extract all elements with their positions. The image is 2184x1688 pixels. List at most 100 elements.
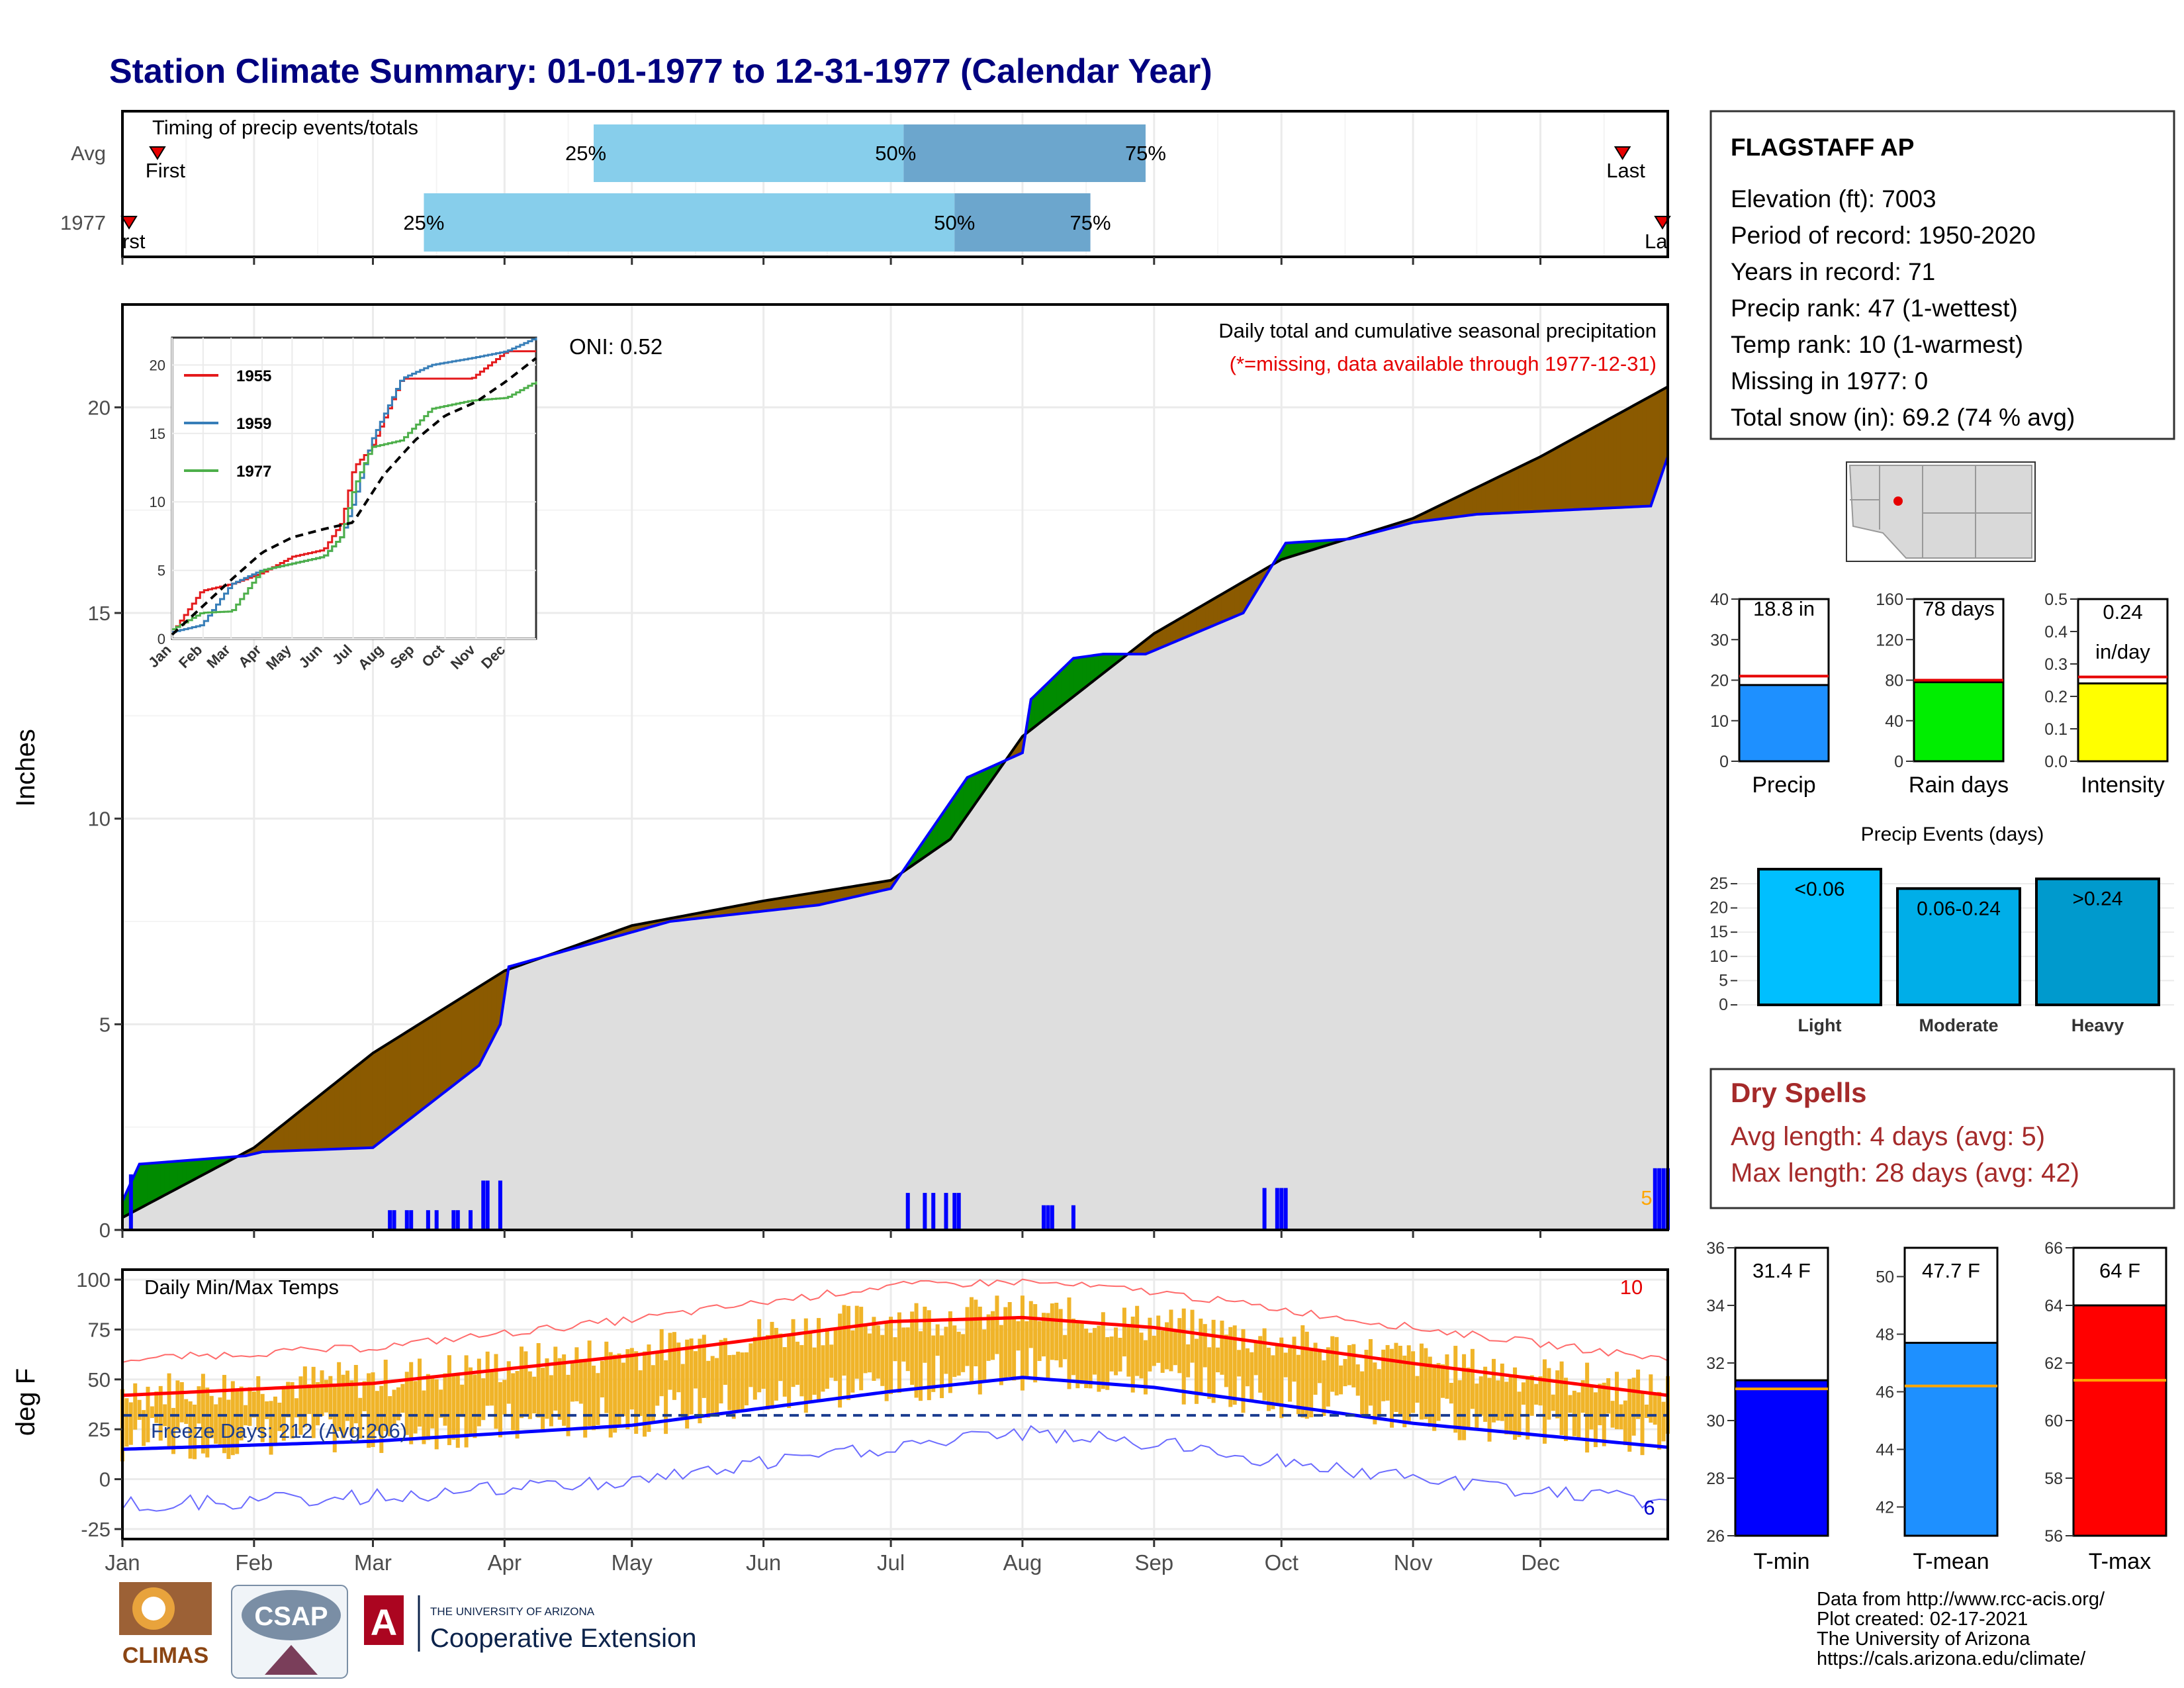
temp-daily-bar xyxy=(184,1399,189,1425)
temp-daily-bar xyxy=(1593,1392,1598,1448)
temp-daily-bar xyxy=(897,1312,901,1393)
freeze-days: Freeze Days: 212 (Avg:206) xyxy=(151,1419,407,1442)
temp-daily-bar xyxy=(239,1386,244,1441)
precip-daily-bar xyxy=(905,1193,910,1230)
precip-diff-band xyxy=(334,1079,340,1150)
precip-diff-band xyxy=(1200,603,1206,632)
precip-diff-band xyxy=(423,1017,429,1109)
temp-daily-bar xyxy=(1360,1371,1365,1415)
temp-daily-bar xyxy=(1028,1301,1033,1348)
temp-daily-bar xyxy=(1470,1348,1475,1409)
temp-daily-bar xyxy=(787,1334,792,1409)
month-tick-label: Oct xyxy=(1265,1550,1298,1575)
temp-daily-bar xyxy=(825,1328,829,1389)
temp-daily-bar xyxy=(519,1346,523,1419)
ua-small-text: THE UNIVERSITY OF ARIZONA xyxy=(430,1605,595,1618)
precip-diff-band xyxy=(1183,613,1189,639)
mini-bar-tick-label: 0.4 xyxy=(2044,623,2068,641)
temp-daily-bar xyxy=(1292,1336,1297,1382)
temp-daily-bar xyxy=(1513,1367,1518,1440)
temp-daily-bar xyxy=(617,1353,621,1426)
temp-daily-bar xyxy=(974,1299,978,1367)
timing-avg-q25-label: 25% xyxy=(565,142,606,165)
temp-daily-bar xyxy=(1279,1337,1284,1419)
events-ytick-label: 15 xyxy=(1709,923,1728,941)
temp-daily-bar xyxy=(1347,1345,1351,1385)
temp-daily-bar xyxy=(901,1327,906,1362)
events-category-Moderate: Moderate xyxy=(1919,1015,1998,1035)
temp-daily-bar xyxy=(388,1396,392,1436)
temp-daily-bar xyxy=(1385,1344,1390,1401)
temp-bar-value-0: 31.4 F xyxy=(1752,1259,1811,1282)
precip-diff-band xyxy=(1582,430,1588,510)
mini-bar-fill-2 xyxy=(2077,682,2169,763)
temp-daily-bar xyxy=(523,1351,528,1414)
temp-daily-bar xyxy=(1589,1385,1594,1430)
temp-daily-bar xyxy=(638,1370,643,1417)
temp-daily-bar xyxy=(1529,1375,1534,1416)
temp-daily-bar xyxy=(256,1376,261,1430)
temp-daily-bar xyxy=(604,1341,609,1413)
temp-bar-tick-label: 58 xyxy=(2044,1470,2063,1488)
precip-diff-band xyxy=(478,983,484,1066)
temp-daily-bar xyxy=(163,1404,167,1427)
temp-daily-bar xyxy=(316,1382,320,1426)
station-snow: Total snow (in): 69.2 (74 % avg) xyxy=(1731,404,2075,431)
temp-bar-label-2: T-max xyxy=(2089,1549,2151,1574)
temp-daily-bar xyxy=(302,1366,307,1427)
footer-line1: Data from http://www.rcc-acis.org/ xyxy=(1817,1589,2105,1610)
mini-bar-fill-1 xyxy=(1913,681,2005,763)
temp-daily-bar xyxy=(676,1342,681,1393)
temp-bar-tick-label: 66 xyxy=(2044,1239,2063,1258)
timing-avg-q50-label: 50% xyxy=(875,142,916,165)
temp-daily-bar xyxy=(1109,1336,1114,1372)
temp-daily-bar xyxy=(842,1305,846,1376)
temp-daily-bar xyxy=(1232,1325,1237,1405)
precip-diff-band xyxy=(1586,428,1592,510)
temp-daily-bar xyxy=(1364,1350,1369,1415)
precip-diff-band xyxy=(1077,656,1083,694)
temp-daily-bar xyxy=(485,1351,490,1406)
temp-daily-bar xyxy=(464,1355,469,1448)
temp-daily-bar xyxy=(477,1358,481,1427)
temp-daily-bar xyxy=(1483,1366,1488,1422)
inset-ytick-label: 15 xyxy=(150,426,165,442)
temp-daily-bar xyxy=(995,1295,999,1354)
precip-diff-band xyxy=(1217,593,1222,624)
precip-diff-band xyxy=(1595,423,1600,509)
temp-daily-bar xyxy=(1627,1379,1632,1452)
timing-panel: 25% 50% 75% 25% 50% 75% First Last rst La Timing … xyxy=(60,110,1671,258)
temp-daily-bar xyxy=(956,1331,961,1376)
precip-daily-bar xyxy=(944,1193,948,1230)
precip-diff-band xyxy=(805,892,811,907)
temp-daily-bar xyxy=(498,1382,502,1438)
mini-bar-tick-label: 0.1 xyxy=(2044,720,2068,739)
temp-daily-bar xyxy=(167,1373,171,1450)
temp-bar-tick-label: 34 xyxy=(1706,1297,1725,1315)
mini-bar-tick-label: 40 xyxy=(1710,590,1729,609)
temp-daily-bar xyxy=(1283,1352,1288,1378)
temp-daily-bar xyxy=(1165,1322,1169,1370)
temp-daily-bar xyxy=(1640,1391,1645,1456)
precip-daily-bar xyxy=(388,1210,392,1230)
mini-bar-value-0: 18.8 in xyxy=(1753,597,1815,620)
temp-bar-fill-2 xyxy=(2072,1304,2167,1537)
page-title: Station Climate Summary: 01-01-1977 to 1… xyxy=(109,52,1212,91)
temp-daily-bar xyxy=(914,1303,919,1398)
temp-daily-bar xyxy=(1228,1327,1233,1407)
temp-daily-bar xyxy=(1262,1328,1267,1401)
temp-daily-bar xyxy=(680,1364,685,1419)
temp-daily-bar xyxy=(392,1389,396,1425)
temp-daily-bar xyxy=(1457,1380,1462,1440)
temp-daily-bar xyxy=(422,1390,426,1444)
temp-daily-bar xyxy=(965,1307,970,1366)
inset-legend-label-1955: 1955 xyxy=(236,367,271,385)
precip-diff-band xyxy=(1497,475,1503,514)
mini-bar-value-1: 78 days xyxy=(1923,597,1995,620)
temp-daily-bar xyxy=(1220,1321,1224,1375)
temp-bar-tick-label: 48 xyxy=(1876,1326,1894,1344)
temp-daily-bar xyxy=(1250,1352,1254,1401)
ua-logo: A THE UNIVERSITY OF ARIZONA Cooperative … xyxy=(364,1595,696,1653)
temp-daily-bar xyxy=(1508,1376,1513,1434)
temp-daily-bar xyxy=(244,1405,248,1426)
